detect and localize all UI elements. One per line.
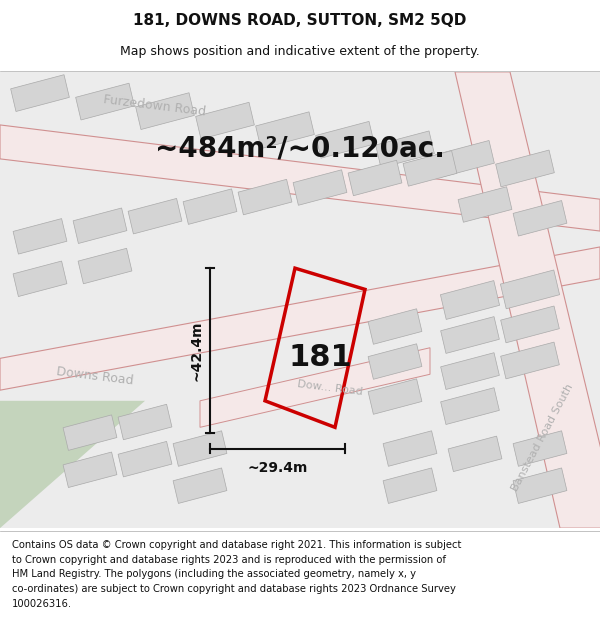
Polygon shape bbox=[13, 219, 67, 254]
Polygon shape bbox=[440, 281, 500, 319]
Text: ~29.4m: ~29.4m bbox=[247, 461, 308, 474]
Polygon shape bbox=[63, 452, 117, 488]
Text: Furzedown Road: Furzedown Road bbox=[103, 93, 207, 119]
Polygon shape bbox=[383, 431, 437, 466]
Polygon shape bbox=[368, 309, 422, 344]
Polygon shape bbox=[0, 401, 145, 528]
Polygon shape bbox=[513, 431, 567, 466]
Polygon shape bbox=[513, 468, 567, 503]
Polygon shape bbox=[128, 198, 182, 234]
Polygon shape bbox=[436, 141, 494, 177]
Polygon shape bbox=[500, 270, 560, 309]
Text: Dow... Road: Dow... Road bbox=[297, 379, 363, 397]
Text: 181, DOWNS ROAD, SUTTON, SM2 5QD: 181, DOWNS ROAD, SUTTON, SM2 5QD bbox=[133, 12, 467, 28]
Polygon shape bbox=[118, 441, 172, 477]
Text: Contains OS data © Crown copyright and database right 2021. This information is : Contains OS data © Crown copyright and d… bbox=[12, 540, 461, 609]
Polygon shape bbox=[455, 72, 600, 528]
Polygon shape bbox=[440, 388, 499, 424]
Polygon shape bbox=[173, 431, 227, 466]
Polygon shape bbox=[348, 160, 402, 196]
Polygon shape bbox=[496, 150, 554, 187]
Polygon shape bbox=[0, 247, 600, 390]
Polygon shape bbox=[63, 415, 117, 451]
Polygon shape bbox=[376, 131, 434, 168]
Polygon shape bbox=[13, 261, 67, 296]
Polygon shape bbox=[440, 317, 499, 353]
Text: ~42.4m: ~42.4m bbox=[189, 320, 203, 381]
Polygon shape bbox=[440, 352, 499, 389]
Polygon shape bbox=[368, 344, 422, 379]
Polygon shape bbox=[513, 201, 567, 236]
Polygon shape bbox=[136, 92, 194, 129]
Text: 181: 181 bbox=[288, 342, 352, 371]
Polygon shape bbox=[500, 306, 559, 343]
Polygon shape bbox=[500, 342, 559, 379]
Polygon shape bbox=[316, 121, 374, 158]
Polygon shape bbox=[458, 187, 512, 222]
Text: ~484m²/~0.120ac.: ~484m²/~0.120ac. bbox=[155, 134, 445, 162]
Polygon shape bbox=[368, 379, 422, 414]
Text: Downs Road: Downs Road bbox=[56, 365, 134, 388]
Polygon shape bbox=[0, 125, 600, 231]
Polygon shape bbox=[200, 348, 430, 428]
Polygon shape bbox=[293, 170, 347, 205]
Polygon shape bbox=[11, 75, 70, 111]
Polygon shape bbox=[118, 404, 172, 440]
Polygon shape bbox=[183, 189, 237, 224]
Polygon shape bbox=[448, 436, 502, 472]
Polygon shape bbox=[403, 151, 457, 186]
Polygon shape bbox=[256, 112, 314, 149]
Polygon shape bbox=[0, 72, 600, 528]
Polygon shape bbox=[73, 208, 127, 244]
Text: Map shows position and indicative extent of the property.: Map shows position and indicative extent… bbox=[120, 45, 480, 58]
Polygon shape bbox=[78, 248, 132, 284]
Polygon shape bbox=[383, 468, 437, 503]
Polygon shape bbox=[196, 102, 254, 139]
Polygon shape bbox=[76, 83, 134, 120]
Polygon shape bbox=[238, 179, 292, 215]
Text: Banstead Road South: Banstead Road South bbox=[511, 382, 575, 493]
Polygon shape bbox=[173, 468, 227, 503]
